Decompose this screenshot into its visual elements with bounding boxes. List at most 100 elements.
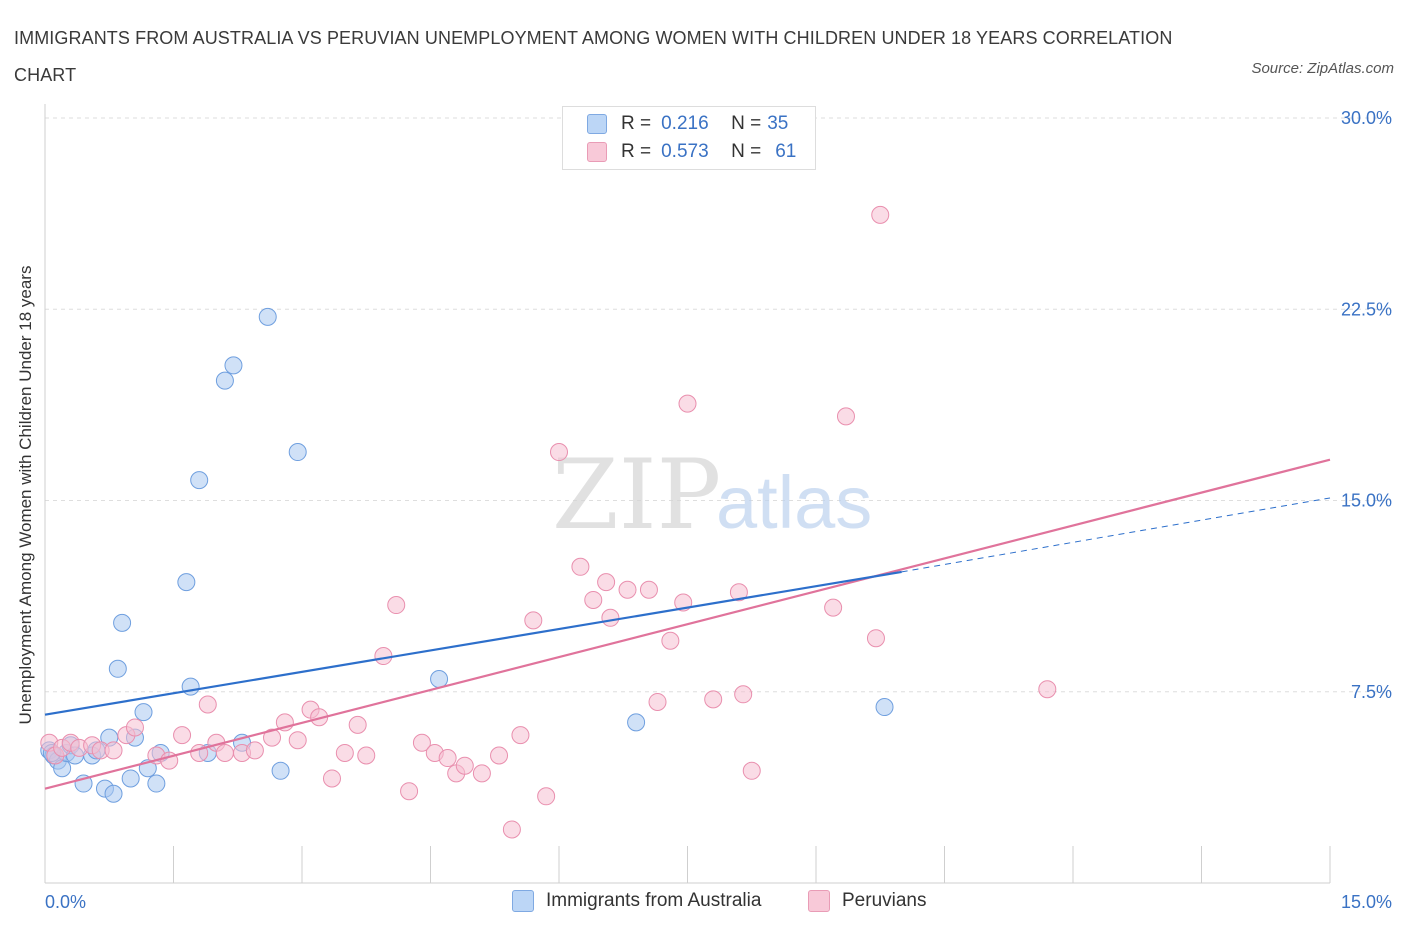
legend-row-australia: R = 0.216 N = 35 (587, 111, 788, 137)
trend-lines (44, 458, 1331, 790)
peru-point-31 (412, 733, 431, 752)
peru-point-55 (734, 685, 753, 704)
watermark-zip: ZIP (552, 439, 721, 551)
australia-point-32 (627, 713, 646, 732)
peru-point-39 (511, 726, 530, 745)
peru-point-45 (597, 573, 616, 592)
y-tick-label-2: 22.5% (1341, 299, 1392, 319)
series-peru-points (40, 205, 1057, 839)
source-label: Source: ZipAtlas.com (1251, 60, 1394, 77)
peru-point-47 (618, 580, 637, 599)
peru-point-30 (400, 782, 419, 801)
peru-point-57 (824, 598, 843, 617)
peru-point-12 (173, 726, 192, 745)
trend-line-australia (44, 570, 902, 716)
y-tick-label-0: 7.5% (1351, 682, 1392, 702)
grid-lines (45, 117, 1390, 693)
australia-point-14 (113, 613, 132, 632)
y-tick-label-1: 15.0% (1341, 491, 1392, 511)
peru-point-50 (661, 631, 680, 650)
legend-swatch-australia (587, 114, 607, 134)
peru-point-59 (866, 629, 885, 648)
australia-point-33 (875, 698, 894, 717)
peru-point-56 (742, 761, 761, 780)
peru-point-29 (387, 596, 406, 615)
chart-title: IMMIGRANTS FROM AUSTRALIA VS PERUVIAN UN… (14, 28, 1173, 85)
peru-point-43 (571, 557, 590, 576)
legend-label-peru: Peruvians (842, 890, 927, 911)
australia-point-13 (108, 659, 127, 678)
australia-point-17 (134, 703, 153, 722)
australia-point-12 (104, 784, 123, 803)
legend-n-label: N = (731, 141, 762, 162)
peru-point-36 (472, 764, 491, 783)
peru-point-49 (648, 692, 667, 711)
x-tick-label-max: 15.0% (1341, 892, 1392, 912)
australia-point-23 (190, 471, 209, 490)
watermark: ZIP atlas (552, 439, 872, 551)
legend-row-peru: R = 0.573 N = 61 (587, 139, 796, 165)
legend-n-value-australia: 35 (767, 113, 789, 134)
australia-point-19 (147, 774, 166, 793)
peru-point-26 (348, 715, 367, 734)
australia-point-15 (121, 769, 140, 788)
peru-point-14 (198, 695, 217, 714)
peru-point-16 (215, 743, 234, 762)
peru-point-33 (438, 749, 457, 768)
tick-labels: 7.5% 15.0% 22.5% 30.0% 0.0% 15.0% (45, 108, 1392, 912)
peru-point-38 (502, 820, 521, 839)
peru-point-60 (871, 205, 890, 224)
y-tick-label-3: 30.0% (1341, 108, 1392, 128)
trend-line-peru (44, 458, 1331, 790)
peru-point-61 (1038, 680, 1057, 699)
legend-item-australia[interactable]: Immigrants from Australia (512, 890, 761, 912)
peru-point-21 (288, 731, 307, 750)
peru-point-9 (125, 718, 144, 737)
legend-swatch-australia (512, 890, 534, 912)
australia-point-22 (181, 677, 200, 696)
peru-point-48 (639, 580, 658, 599)
x-tick-label-min: 0.0% (45, 892, 86, 912)
series-australia-points (40, 307, 894, 803)
peru-point-40 (524, 611, 543, 630)
australia-point-30 (288, 443, 307, 462)
australia-point-25 (215, 371, 234, 390)
peru-point-41 (537, 787, 556, 806)
peru-point-44 (584, 590, 603, 609)
peru-point-37 (490, 746, 509, 765)
peru-point-7 (104, 741, 123, 760)
legend-n-value-peru: 61 (775, 141, 797, 162)
peru-point-18 (245, 741, 264, 760)
legend-r-value-australia: 0.216 (661, 113, 709, 134)
legend-r-value-peru: 0.573 (661, 141, 709, 162)
watermark-atlas: atlas (716, 461, 872, 544)
peru-point-52 (678, 394, 697, 413)
legend-label-australia: Immigrants from Australia (546, 890, 762, 911)
peru-point-24 (322, 769, 341, 788)
peru-point-35 (455, 756, 474, 775)
correlation-legend: R = 0.216 N = 35 R = 0.573 N = 61 (562, 106, 816, 170)
peru-point-58 (836, 407, 855, 426)
australia-point-21 (177, 573, 196, 592)
series-legend: Immigrants from Australia Peruvians (0, 890, 1406, 916)
peru-point-46 (601, 608, 620, 627)
legend-swatch-peru (587, 142, 607, 162)
legend-n-label: N = (731, 113, 762, 134)
legend-r-label: R = (621, 113, 652, 134)
legend-swatch-peru (808, 890, 830, 912)
peru-point-19 (263, 728, 282, 747)
peru-point-53 (704, 690, 723, 709)
legend-item-peru[interactable]: Peruvians (808, 890, 927, 912)
australia-point-31 (430, 670, 449, 688)
australia-point-26 (224, 356, 243, 375)
peru-point-25 (335, 743, 354, 762)
peru-point-54 (729, 583, 748, 602)
peru-point-42 (550, 443, 568, 462)
australia-point-29 (271, 761, 290, 780)
trend-line-australia-extension (901, 497, 1331, 573)
legend-r-label: R = (621, 141, 652, 162)
peru-point-28 (374, 647, 393, 666)
australia-point-28 (258, 307, 277, 326)
peru-point-27 (357, 746, 376, 765)
